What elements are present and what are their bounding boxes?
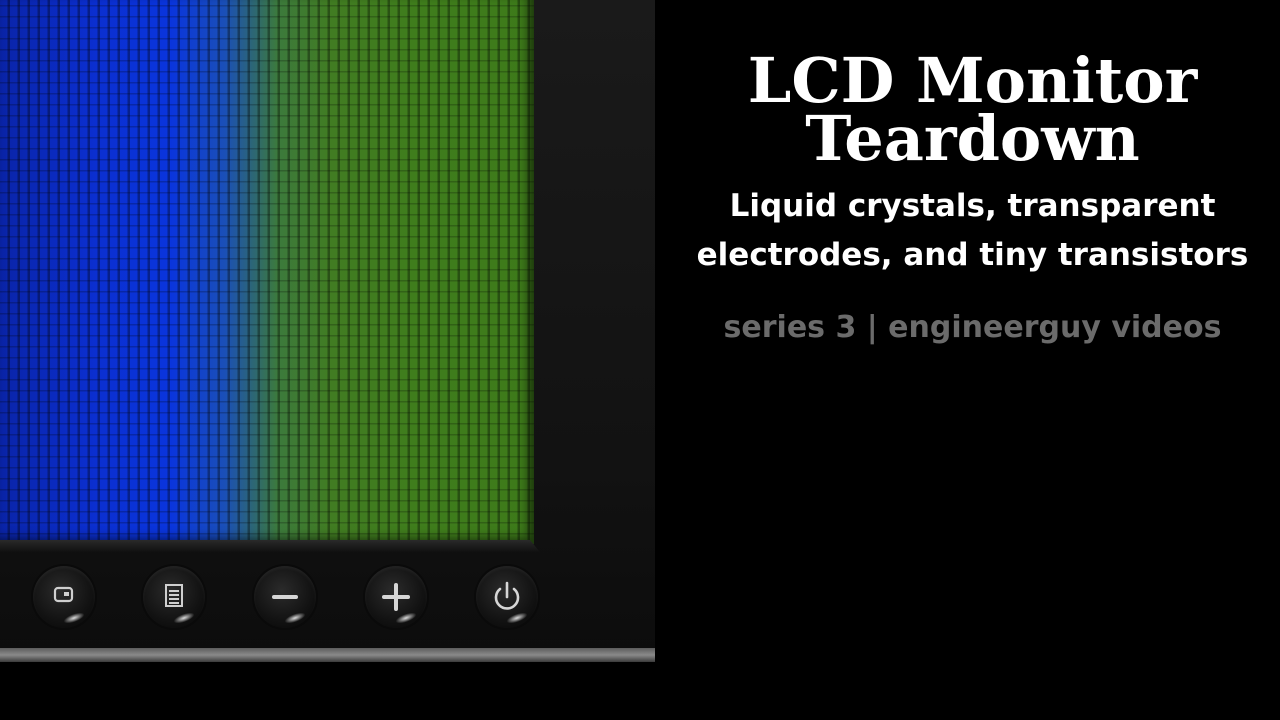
title-block: LCD Monitor Teardown Liquid crystals, tr… xyxy=(665,44,1280,346)
menu-button[interactable] xyxy=(143,566,205,628)
subtitle-line-2: electrodes, and tiny transistors xyxy=(696,237,1249,273)
monitor-bezel-lip xyxy=(0,540,540,552)
series-label: series 3 | engineerguy videos xyxy=(723,310,1222,345)
menu-icon xyxy=(165,584,183,607)
subtitle-line-1: Liquid crystals, transparent xyxy=(729,188,1216,224)
monitor-screen xyxy=(0,0,534,544)
monitor-control-buttons xyxy=(0,566,655,632)
minus-button[interactable] xyxy=(254,566,316,628)
input-source-button[interactable] xyxy=(33,566,95,628)
monitor-bottom-edge xyxy=(0,648,655,662)
plus-button[interactable] xyxy=(365,566,427,628)
title-line-1: LCD Monitor xyxy=(747,44,1198,117)
lcd-monitor xyxy=(0,0,655,662)
power-button[interactable] xyxy=(476,566,538,628)
power-icon xyxy=(494,581,520,610)
subtitle: Liquid crystals, transparent electrodes,… xyxy=(665,182,1280,280)
plus-icon xyxy=(382,583,410,611)
title-line-2: Teardown xyxy=(805,102,1140,175)
input-source-icon xyxy=(53,586,74,603)
minus-icon xyxy=(272,595,298,599)
